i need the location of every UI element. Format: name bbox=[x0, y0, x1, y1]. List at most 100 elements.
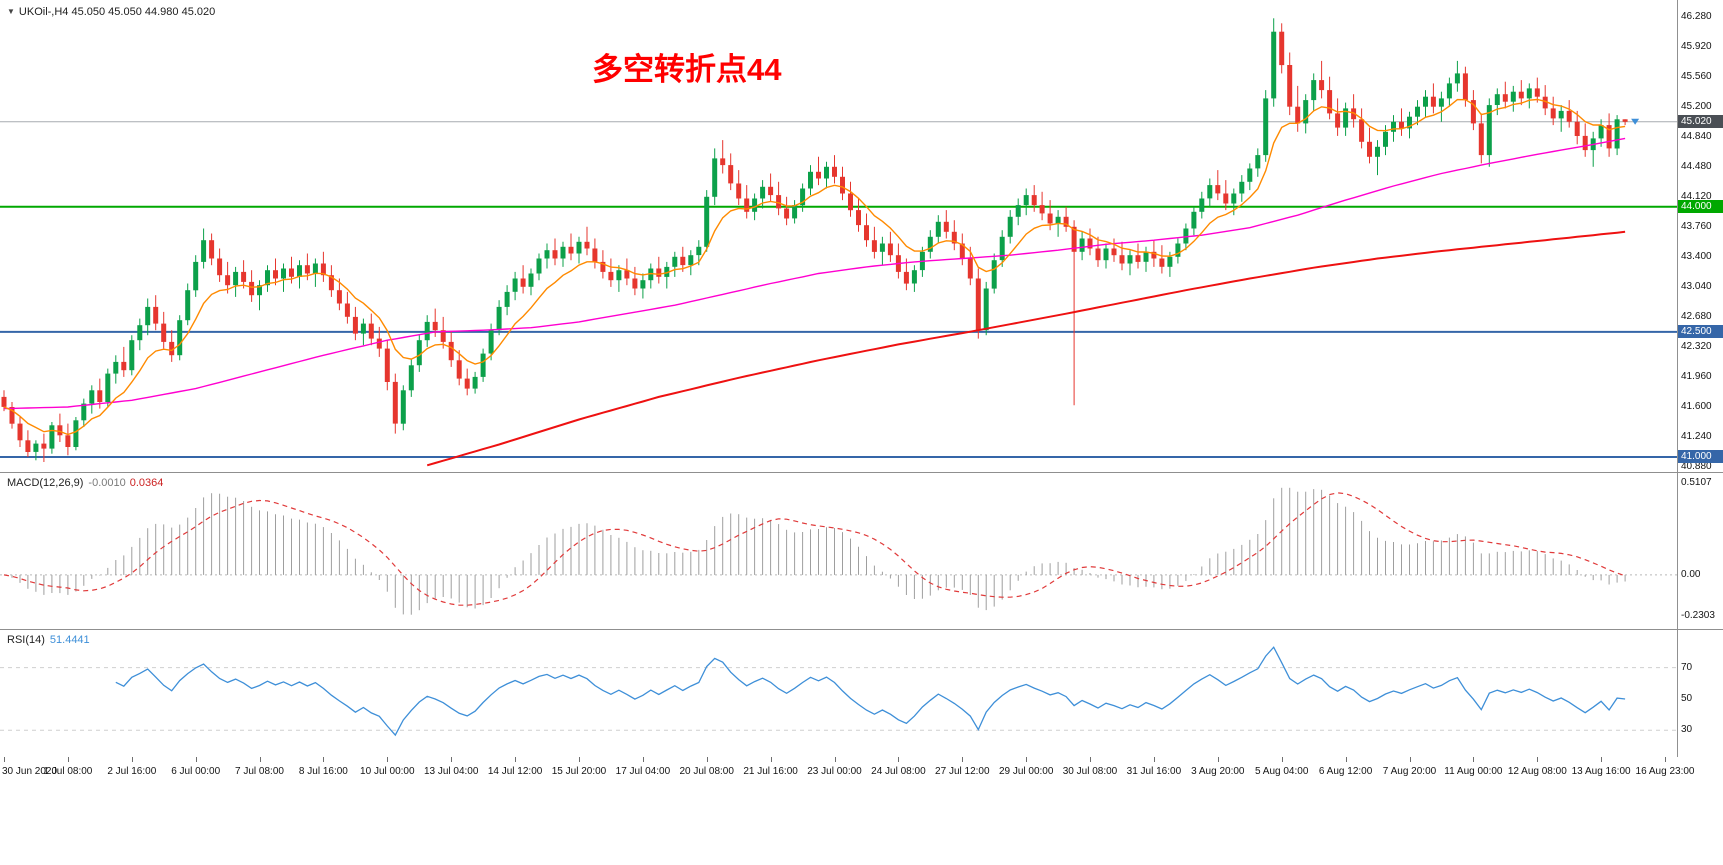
time-label: 30 Jul 08:00 bbox=[1062, 766, 1118, 777]
price-level-badge: 44.000 bbox=[1678, 200, 1723, 213]
time-tick bbox=[1281, 757, 1283, 762]
time-label: 24 Jul 08:00 bbox=[871, 766, 926, 777]
time-label: 5 Aug 04:00 bbox=[1254, 766, 1309, 777]
time-label: 3 Aug 20:00 bbox=[1191, 766, 1245, 777]
time-tick bbox=[1665, 757, 1666, 762]
time-label: 30 Jun 2020 bbox=[2, 766, 58, 777]
time-tick bbox=[1409, 757, 1411, 762]
axis-tick: 42.680 bbox=[1681, 311, 1712, 322]
axis-tick: 44.120 bbox=[1681, 191, 1712, 202]
axis-tick: 46.280 bbox=[1681, 11, 1712, 22]
symbol-dropdown-icon[interactable]: ▼ bbox=[7, 7, 15, 16]
time-label: 12 Aug 08:00 bbox=[1507, 766, 1567, 777]
axis-tick: 45.560 bbox=[1681, 71, 1712, 82]
time-label: 31 Jul 16:00 bbox=[1126, 766, 1182, 777]
axis-tick: 45.200 bbox=[1681, 101, 1712, 112]
time-label: 14 Jul 12:00 bbox=[487, 766, 543, 777]
price-axis[interactable]: 46.280 45.920 45.560 45.200 44.840 44.480 44.1… bbox=[1677, 0, 1723, 757]
time-label: 2 Jul 16:00 bbox=[107, 766, 157, 777]
axis-tick: 0.00 bbox=[1681, 569, 1701, 580]
symbol-ohlc-label: ▼ UKOil-,H4 45.050 45.050 44.980 45.020 bbox=[7, 6, 215, 18]
rsi-panel-canvas[interactable] bbox=[0, 630, 1677, 757]
axis-tick: 43.040 bbox=[1681, 281, 1712, 292]
chart-annotation: 多空转折点44 bbox=[592, 52, 782, 87]
price-level-badge: 42.500 bbox=[1678, 325, 1723, 338]
axis-tick: 41.240 bbox=[1681, 431, 1712, 442]
price-level-badge: 41.000 bbox=[1678, 450, 1723, 463]
time-tick bbox=[515, 757, 517, 762]
time-label: 21 Jul 16:00 bbox=[743, 766, 798, 777]
macd-signal-value: 0.0364 bbox=[129, 477, 164, 489]
time-label: 7 Jul 08:00 bbox=[235, 766, 284, 777]
time-tick bbox=[323, 757, 325, 762]
rsi-indicator-label: RSI(14) 51.4441 bbox=[7, 634, 90, 646]
axis-tick: 43.400 bbox=[1681, 251, 1712, 262]
time-label: 1 Jul 08:00 bbox=[43, 766, 93, 777]
time-label: 20 Jul 08:00 bbox=[679, 766, 734, 777]
symbol-ohlc-text: UKOil-,H4 45.050 45.050 44.980 45.020 bbox=[18, 6, 216, 18]
time-tick bbox=[67, 757, 69, 762]
panel-separator[interactable] bbox=[0, 629, 1723, 630]
time-label: 10 Jul 00:00 bbox=[360, 766, 415, 777]
time-label: 13 Aug 16:00 bbox=[1571, 766, 1631, 777]
time-label: 17 Jul 04:00 bbox=[615, 766, 671, 777]
time-label: 27 Jul 12:00 bbox=[935, 766, 990, 777]
time-label: 13 Jul 04:00 bbox=[423, 766, 479, 777]
time-tick bbox=[4, 757, 5, 762]
time-tick bbox=[195, 757, 197, 762]
axis-tick: 50 bbox=[1681, 693, 1693, 704]
time-label: 15 Jul 20:00 bbox=[551, 766, 607, 777]
time-tick bbox=[387, 757, 389, 762]
time-tick bbox=[1026, 757, 1028, 762]
time-axis[interactable]: 30 Jun 2020 1 Jul 08:00 2 Jul 16:00 6 Jul 0… bbox=[0, 757, 1723, 787]
axis-tick: 30 bbox=[1681, 724, 1693, 735]
price-level-badge: 45.020 bbox=[1678, 115, 1723, 128]
axis-tick: 45.920 bbox=[1681, 41, 1712, 52]
time-tick bbox=[898, 757, 900, 762]
axis-tick: 44.480 bbox=[1681, 161, 1712, 172]
time-label: 11 Aug 00:00 bbox=[1444, 766, 1503, 777]
last-price-marker bbox=[1631, 118, 1640, 125]
time-label: 6 Jul 00:00 bbox=[171, 766, 221, 777]
time-tick bbox=[962, 757, 964, 762]
time-tick bbox=[1153, 757, 1155, 762]
axis-tick: 44.840 bbox=[1681, 131, 1712, 142]
time-tick bbox=[770, 757, 772, 762]
time-tick bbox=[1473, 757, 1475, 762]
price-chart-canvas[interactable] bbox=[0, 0, 1677, 472]
macd-panel-canvas[interactable] bbox=[0, 473, 1677, 629]
axis-tick: 0.5107 bbox=[1681, 477, 1712, 488]
macd-indicator-label: MACD(12,26,9) -0.0010 0.0364 bbox=[7, 477, 163, 489]
time-label: 23 Jul 00:00 bbox=[807, 766, 862, 777]
time-tick bbox=[131, 757, 133, 762]
time-tick bbox=[706, 757, 708, 762]
time-label: 7 Aug 20:00 bbox=[1382, 766, 1437, 777]
macd-name: MACD(12,26,9) bbox=[7, 477, 84, 489]
axis-tick: 41.960 bbox=[1681, 371, 1712, 382]
axis-tick: 70 bbox=[1681, 662, 1693, 673]
axis-tick: 43.760 bbox=[1681, 221, 1712, 232]
time-label: 8 Jul 16:00 bbox=[298, 766, 348, 777]
time-label: 6 Aug 12:00 bbox=[1318, 766, 1373, 777]
axis-tick: 42.320 bbox=[1681, 341, 1712, 352]
time-tick bbox=[451, 757, 453, 762]
time-tick bbox=[259, 757, 261, 762]
axis-tick: 41.600 bbox=[1681, 401, 1712, 412]
time-label: 29 Jul 00:00 bbox=[998, 766, 1054, 777]
time-tick bbox=[1601, 757, 1603, 762]
macd-main-value: -0.0010 bbox=[88, 477, 126, 489]
panel-separator[interactable] bbox=[0, 472, 1723, 473]
time-tick bbox=[642, 757, 644, 762]
rsi-name: RSI(14) bbox=[7, 634, 45, 646]
time-tick bbox=[1217, 757, 1219, 762]
time-tick bbox=[1537, 757, 1539, 762]
axis-tick: -0.2303 bbox=[1681, 610, 1715, 621]
time-tick bbox=[834, 757, 836, 762]
rsi-value: 51.4441 bbox=[49, 634, 90, 646]
time-tick bbox=[1090, 757, 1091, 762]
time-label: 16 Aug 23:00 bbox=[1635, 766, 1695, 777]
axis-tick: 40.880 bbox=[1681, 461, 1712, 472]
time-tick bbox=[579, 757, 580, 762]
time-tick bbox=[1345, 757, 1347, 762]
